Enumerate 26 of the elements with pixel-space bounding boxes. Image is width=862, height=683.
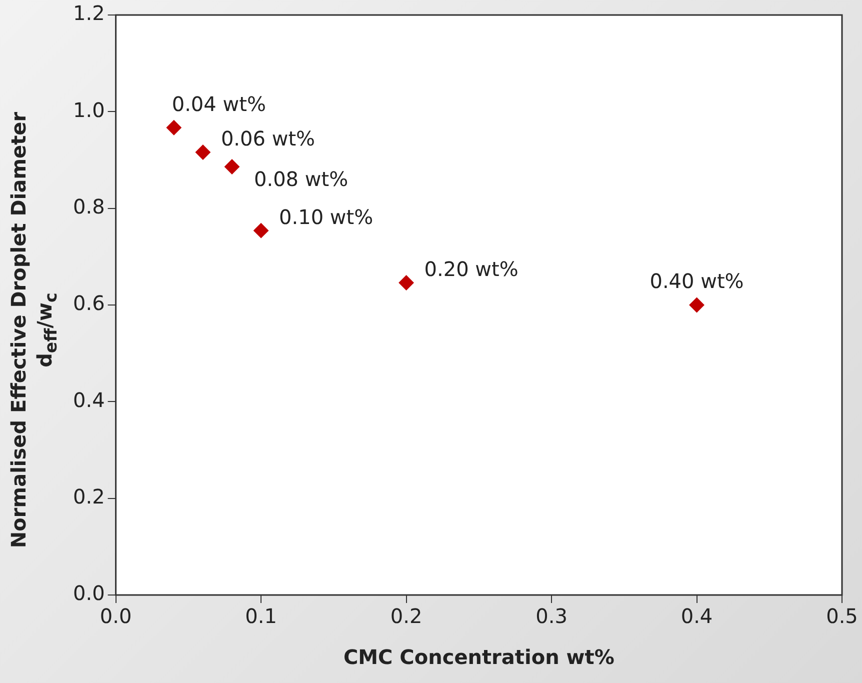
y-tick-label: 1.2 xyxy=(72,1,105,26)
x-tick-label: 0.2 xyxy=(390,604,422,628)
x-tick-label: 0.5 xyxy=(826,604,858,628)
x-tick-label: 0.3 xyxy=(536,604,568,628)
annotation: 0.20 wt% xyxy=(424,256,518,281)
point xyxy=(195,144,210,160)
point xyxy=(166,120,182,136)
y-tick-label: 0.8 xyxy=(72,194,105,219)
annotation: 0.04 wt% xyxy=(172,92,266,116)
annotation: 0.06 wt% xyxy=(220,126,316,150)
y-tick-label: 0.4 xyxy=(72,388,105,412)
point xyxy=(254,223,269,238)
x-tick-label: 0.0 xyxy=(100,604,132,628)
x-tick-label: 0.4 xyxy=(680,604,713,628)
x-tick-label: 0.1 xyxy=(245,604,277,628)
y-tick-label: 1.0 xyxy=(72,98,105,122)
annotation: 0.08 wt% xyxy=(254,166,348,191)
point xyxy=(689,298,704,312)
x-axis-title: CMC Concentration wt% xyxy=(343,645,614,670)
y-tick-label: 0.0 xyxy=(72,581,105,606)
annotation: 0.10 wt% xyxy=(279,204,374,229)
point xyxy=(224,159,240,174)
y-tick-label: 0.6 xyxy=(72,291,105,316)
y-tick-label: 0.2 xyxy=(72,484,105,509)
annotation: 0.40 wt% xyxy=(650,269,744,294)
point xyxy=(398,275,414,290)
